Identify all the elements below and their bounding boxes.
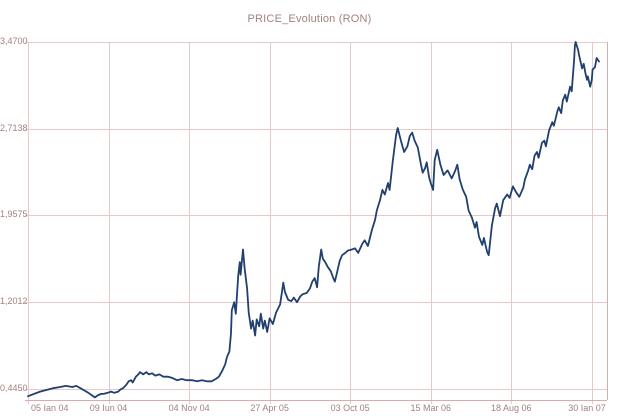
- x-tick-label: 30 Ian 07: [568, 403, 606, 413]
- y-tick-label: 1,9575: [0, 209, 28, 220]
- y-tick-label: 3,4700: [0, 36, 28, 46]
- x-tick-label: 15 Mar 06: [410, 403, 451, 413]
- x-tick-label: 03 Oct 05: [330, 403, 370, 413]
- x-tick-label: 05 Ian 04: [31, 403, 69, 413]
- x-tick-label: 18 Aug 06: [490, 403, 532, 413]
- x-tick-label: 27 Apr 05: [250, 403, 289, 413]
- y-tick-label: 0,4450: [0, 382, 28, 393]
- x-tick-label: 09 Iun 04: [89, 403, 128, 413]
- price-line: [27, 41, 600, 399]
- chart-title: PRICE_Evolution (RON): [247, 13, 372, 25]
- x-tick-label: 04 Nov 04: [168, 403, 210, 413]
- y-tick-label: 1,2012: [0, 296, 28, 307]
- y-tick-label: 2,7138: [0, 122, 28, 133]
